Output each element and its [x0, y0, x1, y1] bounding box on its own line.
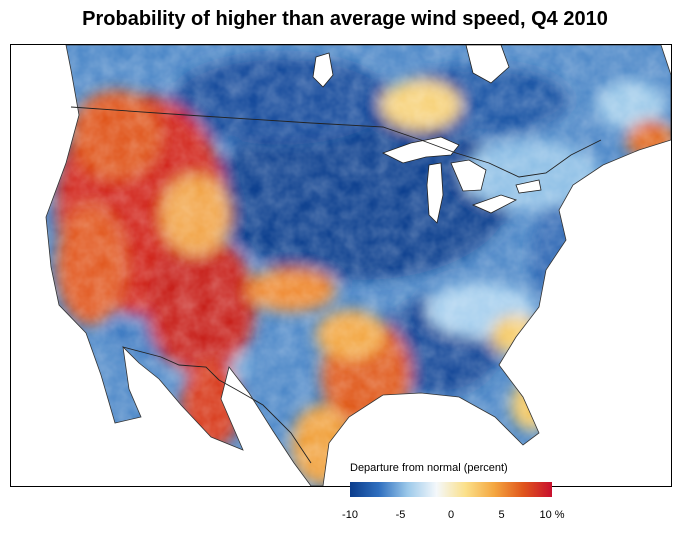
legend-panel — [337, 452, 563, 482]
us-canada-border — [70, 106, 602, 178]
legend-tick-label: 10 % — [539, 509, 565, 521]
lake-erie — [471, 194, 518, 214]
lake-winnipeg — [312, 52, 334, 88]
lake-ontario — [515, 179, 542, 194]
legend-tick-label: -10 — [342, 509, 358, 521]
borders — [70, 106, 602, 464]
lake-superior — [381, 136, 460, 164]
coastline — [45, 45, 671, 486]
land-area — [46, 45, 671, 486]
legend-title: Departure from normal (percent) — [350, 462, 508, 474]
legend-tick-label: 5 — [498, 509, 505, 521]
lake-huron — [450, 159, 487, 192]
wind-anomaly-map — [10, 44, 672, 487]
legend-tick-label: -5 — [395, 509, 406, 521]
lake-michigan — [426, 162, 444, 224]
map-canvas — [45, 45, 671, 486]
legend-color-bar — [350, 482, 552, 497]
legend-tick-label: 0 — [447, 509, 455, 521]
hudson-bay — [465, 45, 510, 84]
lakes — [312, 45, 542, 224]
us-mexico-border — [122, 346, 312, 464]
map-title: Probability of higher than average wind … — [82, 8, 608, 30]
